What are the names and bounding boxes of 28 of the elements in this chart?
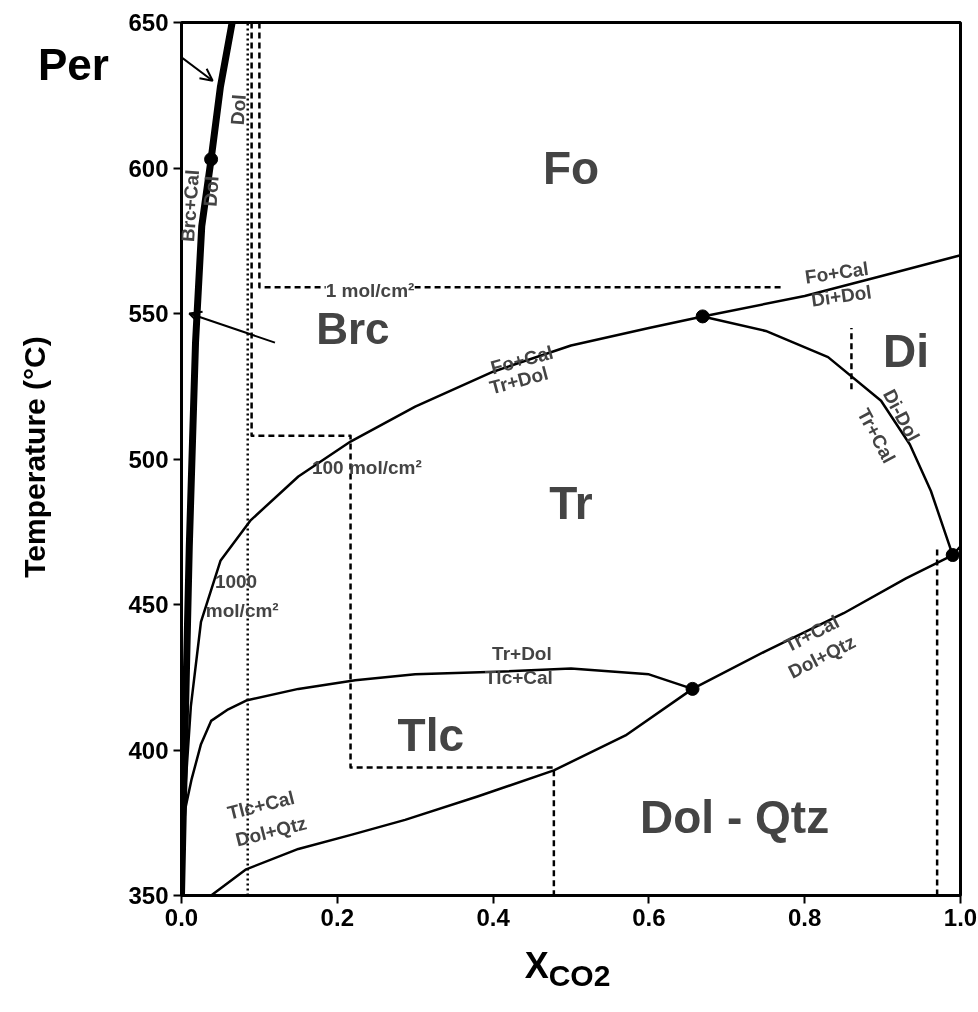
annotation: 1000 bbox=[214, 570, 258, 592]
annotation: Dol bbox=[226, 93, 250, 126]
y-tick-label: 400 bbox=[128, 736, 169, 764]
annotation: mol/cm² bbox=[205, 599, 279, 621]
y-tick-label: 500 bbox=[128, 445, 169, 473]
annotation: Dol - Qtz bbox=[640, 790, 830, 843]
y-tick-label: 650 bbox=[128, 9, 169, 36]
x-tick-label: 0.2 bbox=[320, 903, 354, 931]
annotation: Tlc bbox=[397, 709, 465, 762]
annotation: Di bbox=[882, 325, 929, 378]
y-axis-title: Temperature (°C) bbox=[18, 335, 52, 580]
y-tick-label: 550 bbox=[128, 300, 169, 327]
annotation: Dol bbox=[199, 175, 223, 208]
x-tick-label: 0.4 bbox=[476, 903, 511, 931]
x-axis-title: X$_{CO2}$ bbox=[523, 945, 612, 994]
text: Per bbox=[38, 40, 109, 90]
x-tick-label: 0.6 bbox=[632, 903, 666, 931]
annotation: Brc bbox=[316, 303, 390, 353]
x-tick-label: 1.0 bbox=[943, 903, 978, 931]
y-tick-label: 600 bbox=[128, 154, 169, 182]
y-tick-label: 450 bbox=[128, 591, 169, 618]
annotation: Tr bbox=[549, 476, 593, 529]
annotation: Fo bbox=[542, 142, 600, 194]
annotation: 100 mol/cm² bbox=[311, 457, 422, 479]
annotation: 1 mol/cm² bbox=[325, 279, 415, 301]
annotation: Tlc+Cal bbox=[484, 666, 553, 688]
x-tick-label: 0.8 bbox=[788, 903, 822, 931]
annotation: Tr+Dol bbox=[492, 643, 552, 665]
